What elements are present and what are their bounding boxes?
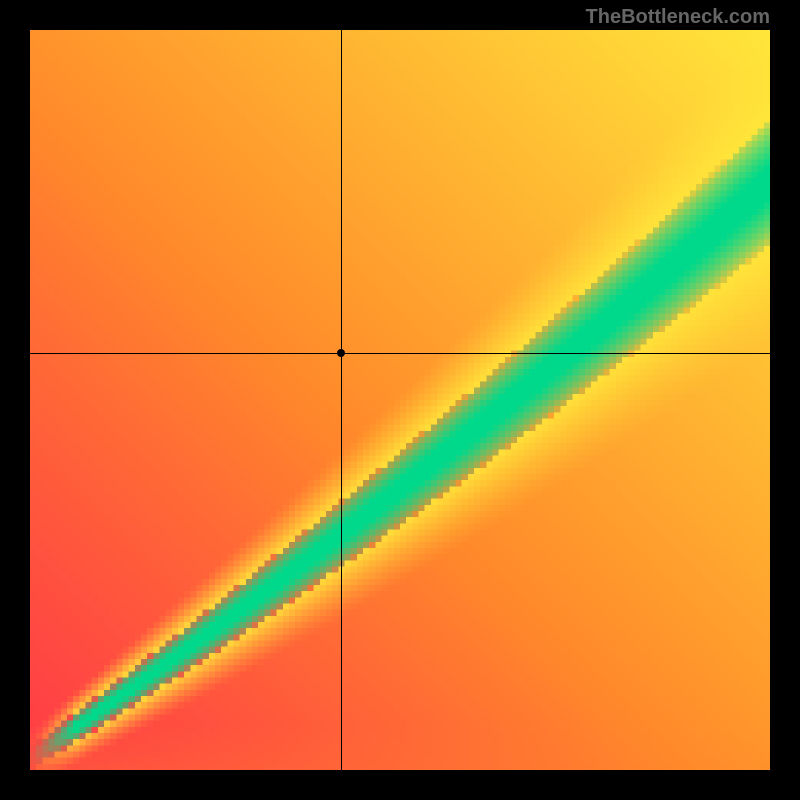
bottleneck-heatmap [30,30,770,770]
watermark-text: TheBottleneck.com [586,6,770,29]
chart-container: TheBottleneck.com [0,0,800,800]
